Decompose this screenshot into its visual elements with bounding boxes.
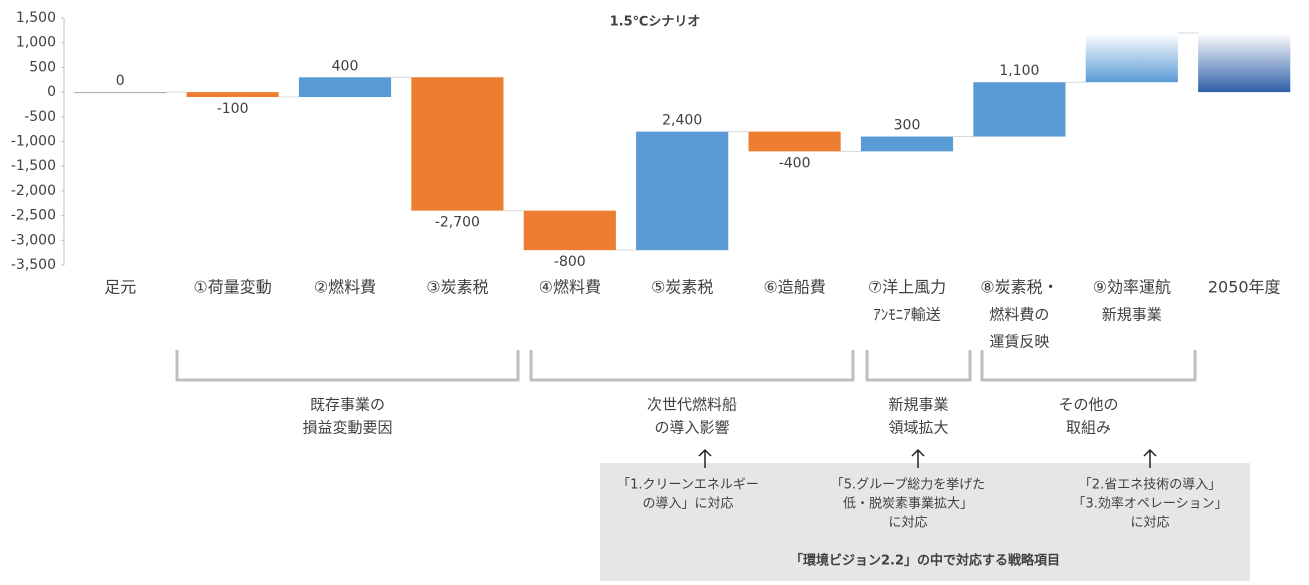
strategy-item: の導入」に対応: [642, 497, 733, 512]
bar: [74, 92, 167, 94]
strategy-item: 「2.省エネ技術の導入」: [1079, 478, 1221, 493]
bar: [1198, 32, 1291, 93]
bracket: [980, 350, 1197, 382]
bar: [636, 131, 729, 251]
value-label: -400: [779, 155, 811, 171]
bar: [1085, 32, 1178, 83]
arrow: [1143, 448, 1157, 468]
strategy-item: 「3.効率オペレーション」: [1072, 496, 1227, 512]
strategy-item: に対応: [888, 516, 927, 531]
value-label: -800: [554, 254, 586, 270]
value-label: 1,100: [999, 63, 1039, 79]
y-tick-label: 1,500: [16, 10, 56, 26]
x-tick-label: ④燃料費: [539, 278, 601, 297]
bar: [186, 92, 279, 98]
group-label: 次世代燃料船: [647, 396, 737, 414]
strategy-item: 「5.グループ総力を挙げた: [831, 478, 986, 493]
y-tick-label: -500: [24, 109, 56, 125]
group-label: の導入影響: [654, 419, 729, 437]
y-tick-label: 500: [29, 59, 56, 75]
value-label: 2,400: [662, 113, 702, 129]
x-tick-label: ②燃料費: [314, 278, 376, 297]
value-label: 300: [894, 118, 921, 134]
arrow: [698, 448, 712, 468]
group-label: 新規事業: [888, 396, 948, 414]
bracket: [529, 350, 855, 382]
x-tick-label: 2050年度: [1208, 278, 1281, 297]
group-label: 損益変動要因: [302, 419, 392, 437]
strategy-footer: 「環境ビジョン2.2」の中で対応する戦略項目: [790, 553, 1060, 569]
chart-title: 1.5℃シナリオ: [610, 15, 701, 30]
x-tick-label: 新規事業: [1102, 306, 1162, 324]
group-label: その他の: [1058, 396, 1118, 414]
strategy-item: に対応: [1130, 516, 1169, 531]
x-tick-label: ③炭素税: [426, 278, 488, 297]
value-label: -2,700: [435, 215, 480, 231]
x-tick-label: 燃料費の: [989, 306, 1049, 324]
bar: [973, 82, 1066, 137]
bar: [523, 210, 616, 251]
bar: [860, 136, 954, 152]
y-tick-label: -1,000: [11, 134, 56, 150]
arrow: [911, 448, 925, 468]
x-tick-label: ⑥造船費: [763, 278, 825, 297]
value-label: 400: [332, 58, 359, 74]
x-tick-label: ⑤炭素税: [651, 278, 713, 297]
y-tick-label: -2,500: [11, 208, 56, 224]
x-tick-label: ⑦洋上風力: [868, 278, 946, 297]
y-tick-label: -3,500: [11, 257, 56, 273]
bar: [298, 77, 392, 98]
group-label: 既存事業の: [310, 396, 385, 414]
strategy-item: 低・脱炭素事業拡大」: [843, 496, 973, 512]
group-label: 取組み: [1066, 419, 1111, 437]
y-tick-label: -2,000: [11, 183, 56, 199]
y-tick-label: -3,000: [11, 232, 56, 248]
x-tick-label: ｱﾝﾓﾆｱ輸送: [873, 306, 941, 324]
value-label: 0: [116, 73, 125, 89]
strategy-box: [600, 463, 1250, 581]
bracket: [175, 350, 520, 382]
y-tick-label: 1,000: [16, 35, 56, 51]
y-tick-label: 0: [47, 84, 56, 100]
value-label: -100: [217, 101, 249, 117]
group-label: 領域拡大: [888, 419, 948, 437]
y-tick-label: -1,500: [11, 158, 56, 174]
x-tick-label: ⑧炭素税・: [980, 278, 1058, 297]
x-tick-label: 運賃反映: [989, 333, 1049, 351]
x-tick-label: ⑨効率運航: [1093, 278, 1171, 297]
bar: [411, 77, 504, 211]
x-tick-label: 足元: [104, 278, 136, 297]
x-tick-label: ①荷量変動: [193, 278, 271, 297]
strategy-item: 「1.クリーンエネルギー: [617, 478, 759, 493]
bar: [748, 131, 841, 152]
bracket: [865, 350, 972, 382]
